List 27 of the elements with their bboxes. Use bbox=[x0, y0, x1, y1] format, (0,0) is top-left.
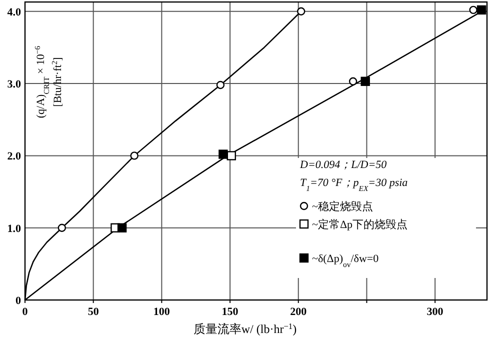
y-tick-label: 1.0 bbox=[7, 222, 22, 235]
y-tick-label: 4.0 bbox=[7, 6, 22, 18]
point bbox=[297, 7, 306, 16]
point bbox=[348, 77, 358, 86]
legend-label: ~稳定烧毁点 bbox=[312, 200, 373, 213]
x-tick-label: 100 bbox=[153, 306, 170, 318]
point bbox=[476, 5, 486, 15]
y-tick-label: 0 bbox=[16, 295, 22, 307]
point bbox=[218, 150, 228, 159]
x-tick-label: 50 bbox=[88, 306, 100, 318]
y-tick-label: 2.0 bbox=[7, 150, 22, 163]
x-tick-label: 300 bbox=[426, 306, 444, 318]
y-tick-label: 3.0 bbox=[7, 78, 22, 91]
legend-label: ~定常Δp下的烧毁点 bbox=[312, 218, 408, 231]
legend-label: ~δ(Δp)$_{ov}$/δw=0 bbox=[312, 253, 380, 268]
x-tick-label: 150 bbox=[222, 306, 239, 318]
point bbox=[469, 6, 478, 14]
point bbox=[130, 152, 138, 160]
point bbox=[226, 151, 236, 160]
point bbox=[117, 223, 127, 232]
annotation: D=0.094；L/D=50 bbox=[299, 159, 388, 171]
x-tick-label: 200 bbox=[290, 306, 308, 318]
annotation: T$_{1}$=70 °F；p$_{EX}$=30 psia bbox=[300, 177, 408, 192]
point bbox=[216, 80, 225, 90]
point bbox=[360, 76, 370, 86]
x-axis-title: 质量流率w/ (lb·hr$^{−1}$) bbox=[193, 322, 297, 336]
point bbox=[58, 224, 66, 232]
